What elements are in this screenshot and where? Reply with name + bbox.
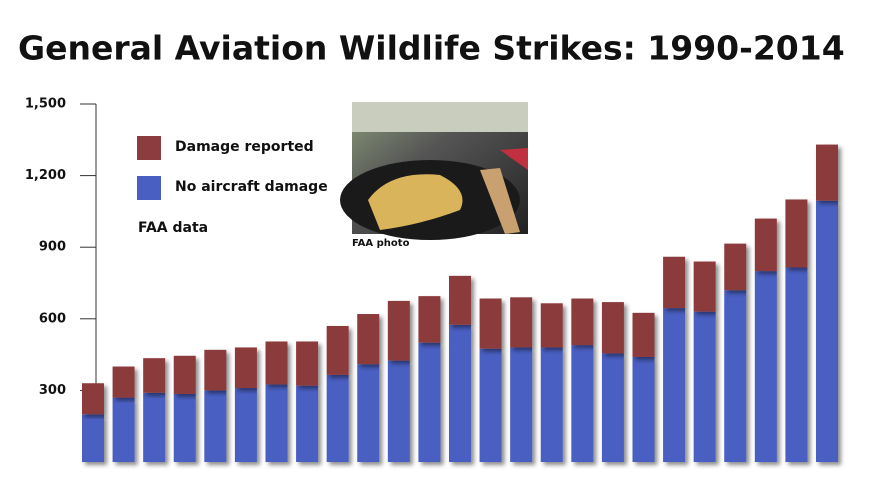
bar-segment	[357, 314, 380, 365]
bar-segment	[754, 271, 777, 462]
legend-label: No aircraft damage	[175, 179, 328, 195]
bar-segment	[82, 414, 104, 462]
bar-segment	[510, 347, 533, 462]
bar-segment	[724, 290, 747, 462]
bar-segment	[693, 311, 716, 462]
bar-segment	[265, 384, 288, 462]
legend-label: Damage reported	[175, 139, 314, 155]
bar-segment	[449, 275, 471, 325]
y-tick-label: 300	[39, 383, 66, 398]
bar-segment	[82, 383, 104, 415]
bar-segment	[632, 356, 655, 462]
bar-segment	[724, 243, 747, 291]
chart-title: General Aviation Wildlife Strikes: 1990-…	[18, 29, 845, 68]
bar-segment	[112, 366, 135, 398]
bar-segment	[234, 388, 257, 462]
bar-segment	[143, 358, 166, 393]
photo-caption: FAA photo	[352, 238, 410, 249]
y-tick-label: 600	[39, 311, 66, 326]
y-tick-label: 900	[39, 240, 66, 255]
bar-segment	[204, 349, 227, 391]
bar-segment	[326, 325, 349, 375]
bar-segment	[601, 353, 624, 462]
bar-segment	[326, 374, 349, 462]
bar-segment	[387, 360, 410, 462]
bar-segment	[632, 312, 655, 357]
bar-segment	[387, 300, 410, 361]
bar-segment	[234, 347, 257, 389]
bar-segment	[571, 298, 594, 346]
bar-segment	[479, 298, 502, 349]
bar-segment	[296, 341, 319, 386]
y-tick-label: 1,200	[25, 168, 66, 183]
bar-segment	[510, 297, 533, 348]
bar-segment	[296, 385, 319, 462]
bar-segment	[816, 144, 838, 201]
bar-segment	[357, 364, 380, 462]
bar-segment	[663, 308, 686, 462]
bar-segment	[540, 303, 563, 348]
bar-segment	[265, 341, 288, 385]
bar-segment	[173, 393, 196, 462]
legend-swatch	[137, 176, 161, 200]
bar-segment	[204, 390, 227, 462]
bar-segment	[693, 261, 716, 312]
annotation: FAA data	[138, 220, 208, 236]
bar-segment	[143, 392, 166, 462]
bar-segment	[418, 342, 441, 462]
bar-segment	[173, 355, 196, 394]
legend-swatch	[137, 136, 161, 160]
bar-segment	[449, 324, 471, 462]
bar-segment	[112, 397, 135, 462]
y-tick-label: 1,500	[25, 97, 66, 112]
bar-segment	[816, 200, 838, 462]
bar-segment	[754, 218, 777, 272]
photo	[340, 102, 528, 240]
bar-segment	[418, 296, 441, 343]
bar-segment	[663, 256, 686, 309]
bar-segment	[785, 267, 808, 462]
bar-segment	[479, 348, 502, 462]
bar-segment	[785, 199, 808, 268]
bar-segment	[540, 347, 563, 462]
bar-segment	[571, 345, 594, 462]
bar-segment	[601, 302, 624, 354]
